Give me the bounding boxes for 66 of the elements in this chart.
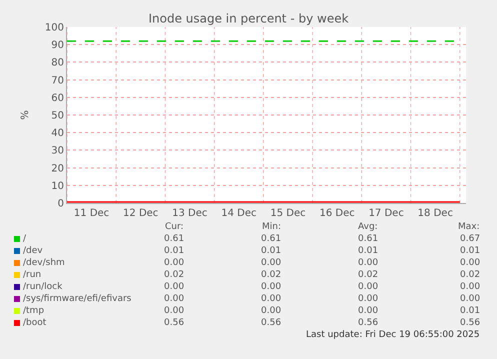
- text: 0.56: [460, 318, 480, 328]
- y-tick-label: 0: [58, 198, 64, 210]
- text: 0.00: [261, 282, 282, 292]
- text: 0.56: [261, 318, 282, 328]
- x-tick-label: 15 Dec: [270, 208, 306, 219]
- text: 0.00: [358, 282, 378, 292]
- y-tick-label: 30: [51, 146, 64, 157]
- x-tick-label: 17 Dec: [368, 208, 404, 219]
- text: 0.00: [358, 258, 378, 268]
- text: Last update: Fri Dec 19 06:55:00 2025: [306, 330, 480, 340]
- y-tick-label: 70: [51, 75, 64, 86]
- legend-label: /boot: [23, 318, 47, 328]
- text: 0.61: [261, 234, 282, 244]
- text: 0.01: [261, 246, 282, 256]
- text: 0.01: [460, 246, 480, 256]
- text: 0.00: [358, 306, 378, 316]
- text: 0.00: [460, 258, 480, 268]
- x-tick-label: 14 Dec: [221, 208, 257, 219]
- x-tick-label: 18 Dec: [418, 208, 453, 219]
- text: 0.00: [164, 258, 184, 268]
- text: 0.56: [358, 318, 378, 328]
- x-tick-label: 11 Dec: [74, 208, 110, 219]
- text: 0.00: [261, 306, 282, 316]
- y-tick-label: 100: [44, 22, 64, 34]
- legend-label: /run: [23, 270, 42, 280]
- text: 0.02: [358, 270, 378, 280]
- text: 0.00: [164, 306, 184, 316]
- legend-label: /: [23, 234, 27, 244]
- chart-title: Inode usage in percent - by week: [148, 11, 349, 26]
- text: 0.00: [460, 282, 480, 292]
- text: Cur:: [165, 222, 184, 232]
- text: 0.56: [164, 318, 184, 328]
- text: 0.01: [460, 306, 480, 316]
- x-tick-label: 16 Dec: [319, 208, 355, 219]
- text: 0.00: [261, 258, 282, 268]
- text: 0.61: [358, 234, 378, 244]
- text: 0.01: [164, 246, 184, 256]
- text: 0.67: [460, 234, 480, 244]
- text: 0.02: [460, 270, 480, 280]
- text: 0.02: [164, 270, 184, 280]
- text: Max:: [458, 222, 480, 232]
- y-tick-label: 20: [51, 163, 64, 174]
- y-tick-label: 40: [51, 128, 64, 140]
- text: 0.02: [261, 270, 282, 280]
- legend-label: /run/lock: [23, 282, 64, 292]
- legend-label: /dev/shm: [23, 258, 65, 268]
- text: 0.00: [460, 294, 480, 304]
- text: Min:: [262, 222, 282, 232]
- x-tick-label: 13 Dec: [172, 208, 208, 219]
- text: 0.00: [164, 282, 184, 292]
- y-tick-label: 60: [51, 92, 64, 104]
- text: 0.00: [164, 294, 184, 304]
- legend-label: /tmp: [23, 306, 44, 316]
- text: 0.00: [358, 294, 378, 304]
- y-tick-label: 50: [51, 110, 64, 122]
- text: 0.61: [164, 234, 184, 244]
- legend-label: /dev: [23, 246, 44, 256]
- text: Avg:: [358, 222, 378, 232]
- text: 0.01: [358, 246, 378, 256]
- legend-label: /sys/firmware/efi/efivars: [23, 294, 132, 304]
- y-tick-label: 80: [51, 58, 64, 69]
- y-tick-label: 90: [51, 40, 64, 52]
- y-axis-title: %: [20, 110, 31, 120]
- text: 0.00: [261, 294, 282, 304]
- x-tick-label: 12 Dec: [123, 208, 158, 219]
- y-tick-label: 10: [51, 180, 64, 192]
